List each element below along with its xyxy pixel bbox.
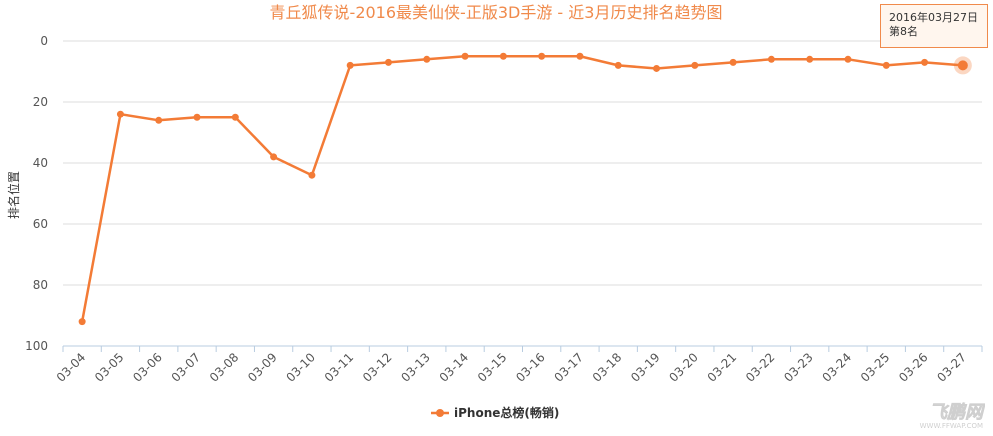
tooltip-rank: 第8名 <box>889 25 918 38</box>
data-point-03-17[interactable] <box>576 52 584 60</box>
y-axis-title: 排名位置 <box>6 171 21 219</box>
data-point-03-13[interactable] <box>423 55 431 63</box>
x-tick-label-03-26: 03-26 <box>896 350 931 385</box>
data-point-03-27[interactable] <box>957 60 968 71</box>
data-point-03-11[interactable] <box>346 61 354 69</box>
x-tick-label-03-24: 03-24 <box>820 350 855 385</box>
data-point-03-12[interactable] <box>384 58 392 66</box>
x-tick-label-03-13: 03-13 <box>398 350 433 385</box>
data-point-03-06[interactable] <box>155 116 163 124</box>
grid-lines <box>63 40 982 286</box>
x-tick-label-03-25: 03-25 <box>858 350 893 385</box>
x-tick-label-03-08: 03-08 <box>207 350 242 385</box>
legend[interactable]: iPhone总榜(畅销) <box>431 405 559 420</box>
x-axis: 03-04 03-05 03-06 03-07 03-08 03-09 03-10 03-11… <box>54 345 983 385</box>
data-point-03-22[interactable] <box>767 55 775 63</box>
x-tick-label-03-21: 03-21 <box>705 350 740 385</box>
data-point-03-10[interactable] <box>308 171 316 179</box>
series-iphone-top-grossing[interactable] <box>78 52 972 326</box>
x-tick-label-03-12: 03-12 <box>360 350 395 385</box>
data-point-03-04[interactable] <box>78 318 86 326</box>
data-point-03-26[interactable] <box>921 58 929 66</box>
y-tick-label-80: 80 <box>33 278 48 292</box>
x-tick-label-03-23: 03-23 <box>781 350 816 385</box>
x-tick-label-03-15: 03-15 <box>475 350 510 385</box>
x-tick-label-03-14: 03-14 <box>437 350 472 385</box>
data-point-03-08[interactable] <box>231 113 239 121</box>
data-point-03-21[interactable] <box>729 58 737 66</box>
data-point-03-25[interactable] <box>882 61 890 69</box>
x-tick-label-03-17: 03-17 <box>551 350 586 385</box>
y-tick-label-20: 20 <box>33 95 48 109</box>
site-watermark-logo: 飞鹏网 WWW.FFWAP.COM <box>920 402 985 430</box>
y-tick-label-40: 40 <box>33 156 48 170</box>
x-tick-label-03-27: 03-27 <box>934 350 969 385</box>
series-line <box>80 55 963 322</box>
data-tooltip: 2016年03月27日 第8名 <box>880 4 988 48</box>
data-point-03-15[interactable] <box>499 52 507 60</box>
data-point-03-20[interactable] <box>691 61 699 69</box>
data-point-03-16[interactable] <box>538 52 546 60</box>
y-tick-label-0: 0 <box>40 34 48 48</box>
x-tick-label-03-20: 03-20 <box>666 350 701 385</box>
x-tick-label-03-11: 03-11 <box>322 350 357 385</box>
x-tick-label-03-04: 03-04 <box>54 350 89 385</box>
data-point-03-05[interactable] <box>116 110 124 118</box>
data-point-03-23[interactable] <box>806 55 814 63</box>
x-tick-label-03-09: 03-09 <box>245 350 280 385</box>
legend-label: iPhone总榜(畅销) <box>454 405 559 420</box>
data-point-03-19[interactable] <box>653 64 661 72</box>
x-tick-label-03-06: 03-06 <box>130 350 165 385</box>
data-point-03-07[interactable] <box>193 113 201 121</box>
y-tick-label-60: 60 <box>33 217 48 231</box>
svg-text:WWW.FFWAP.COM: WWW.FFWAP.COM <box>920 422 983 430</box>
legend-dot-marker <box>436 409 444 417</box>
data-point-03-18[interactable] <box>614 61 622 69</box>
data-point-03-09[interactable] <box>270 153 278 161</box>
svg-text:飞鹏网: 飞鹏网 <box>929 402 985 423</box>
x-tick-label-03-10: 03-10 <box>283 350 318 385</box>
x-tick-label-03-05: 03-05 <box>92 350 127 385</box>
y-tick-label-100: 100 <box>25 339 48 353</box>
tooltip-date: 2016年03月27日 <box>889 11 978 24</box>
x-tick-label-03-22: 03-22 <box>743 350 778 385</box>
x-tick-label-03-16: 03-16 <box>513 350 548 385</box>
data-point-03-14[interactable] <box>461 52 469 60</box>
y-axis-ticks: 0 20 40 60 80 100 <box>25 34 48 353</box>
x-tick-label-03-19: 03-19 <box>628 350 663 385</box>
x-tick-label-03-18: 03-18 <box>590 350 625 385</box>
chart-title: 青丘狐传说-2016最美仙侠-正版3D手游 - 近3月历史排名趋势图 <box>270 3 723 22</box>
data-point-03-24[interactable] <box>844 55 852 63</box>
x-tick-label-03-07: 03-07 <box>169 350 204 385</box>
